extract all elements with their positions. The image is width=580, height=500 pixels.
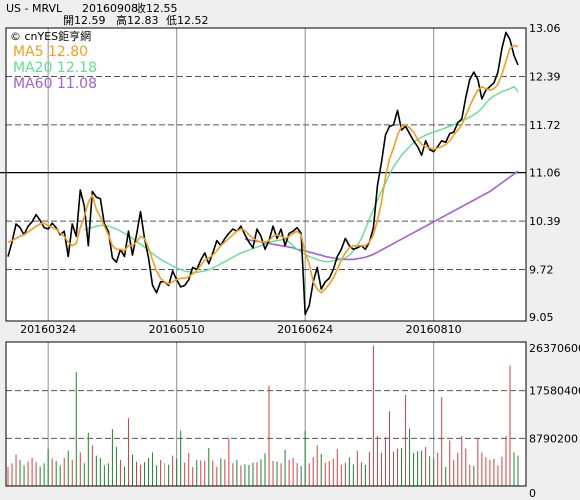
y-tick-label: 9.05 xyxy=(529,311,554,324)
volume-panel-border xyxy=(5,341,527,487)
price-y-tick-labels: 13.06 12.39 11.72 11.06 10.39 9.72 9.05 xyxy=(529,22,561,324)
legend-ma5: MA5 12.80 xyxy=(13,44,88,60)
open-label: 開12.59 xyxy=(63,14,106,27)
volume-horizontal-grid xyxy=(6,390,526,439)
y-tick-label: 13.06 xyxy=(529,22,561,35)
price-series-group xyxy=(7,31,519,316)
volume-y-tick-label: 26370600 xyxy=(529,342,580,355)
series-line-ma5 xyxy=(7,44,519,294)
volume-y-tick-labels: 26370600 17580400 8790200 0 xyxy=(529,342,580,500)
series-line-ma20 xyxy=(84,85,519,274)
low-label: 低12.52 xyxy=(166,14,209,27)
x-tick-label: 20160810 xyxy=(406,323,462,336)
y-tick-label: 11.06 xyxy=(529,167,561,180)
volume-y-tick-label: 0 xyxy=(529,487,536,500)
volume-y-tick-label: 17580400 xyxy=(529,385,580,398)
price-horizontal-grid xyxy=(0,75,526,271)
date-label: 20160908 xyxy=(82,2,138,15)
high-label: 高12.83 xyxy=(116,13,159,27)
close-label: 收12.55 xyxy=(135,1,178,15)
watermark: © cnYES鉅亨網 xyxy=(10,29,91,43)
y-tick-label: 10.39 xyxy=(529,215,561,228)
y-tick-label: 9.72 xyxy=(529,264,554,277)
legend-ma20: MA20 12.18 xyxy=(13,60,97,76)
volume-bars xyxy=(7,345,519,486)
price-x-tick-labels: 20160324 20160510 20160624 20160810 xyxy=(20,323,462,336)
x-tick-label: 20160324 xyxy=(20,323,76,336)
volume-y-tick-label: 8790200 xyxy=(529,432,578,445)
x-tick-label: 20160510 xyxy=(149,323,205,336)
price-panel-border xyxy=(5,27,527,322)
symbol-label: US - MRVL xyxy=(6,2,63,15)
series-line-ma60 xyxy=(244,170,519,261)
x-tick-label: 20160624 xyxy=(277,323,333,336)
legend-ma60: MA60 11.08 xyxy=(13,76,97,92)
y-tick-label: 11.72 xyxy=(529,119,561,132)
y-tick-label: 12.39 xyxy=(529,70,561,83)
